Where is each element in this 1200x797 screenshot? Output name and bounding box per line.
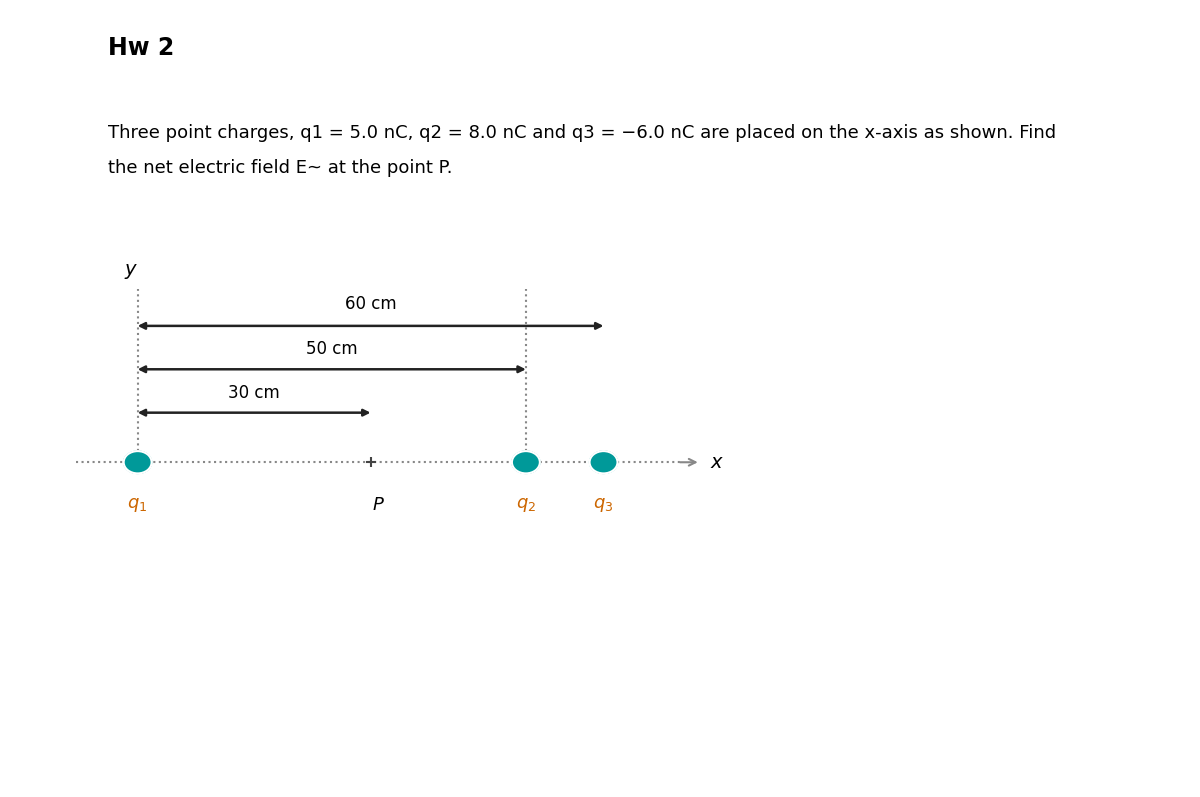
Text: $q_3$: $q_3$	[593, 497, 613, 514]
Circle shape	[589, 451, 618, 473]
Text: y: y	[124, 261, 136, 280]
Text: 50 cm: 50 cm	[306, 340, 358, 358]
Text: $q_2$: $q_2$	[516, 497, 536, 514]
Text: Hw 2: Hw 2	[108, 36, 174, 60]
Text: 30 cm: 30 cm	[228, 383, 280, 402]
Text: $P$: $P$	[372, 497, 385, 514]
Text: the net electric field E~ at the point P.: the net electric field E~ at the point P…	[108, 159, 452, 178]
Circle shape	[124, 451, 151, 473]
Text: $q_1$: $q_1$	[127, 497, 148, 514]
Text: x: x	[710, 453, 722, 472]
Text: 60 cm: 60 cm	[344, 296, 396, 313]
Circle shape	[512, 451, 540, 473]
Text: Three point charges, q1 = 5.0 nC, q2 = 8.0 nC and q3 = −6.0 nC are placed on the: Three point charges, q1 = 5.0 nC, q2 = 8…	[108, 124, 1056, 142]
